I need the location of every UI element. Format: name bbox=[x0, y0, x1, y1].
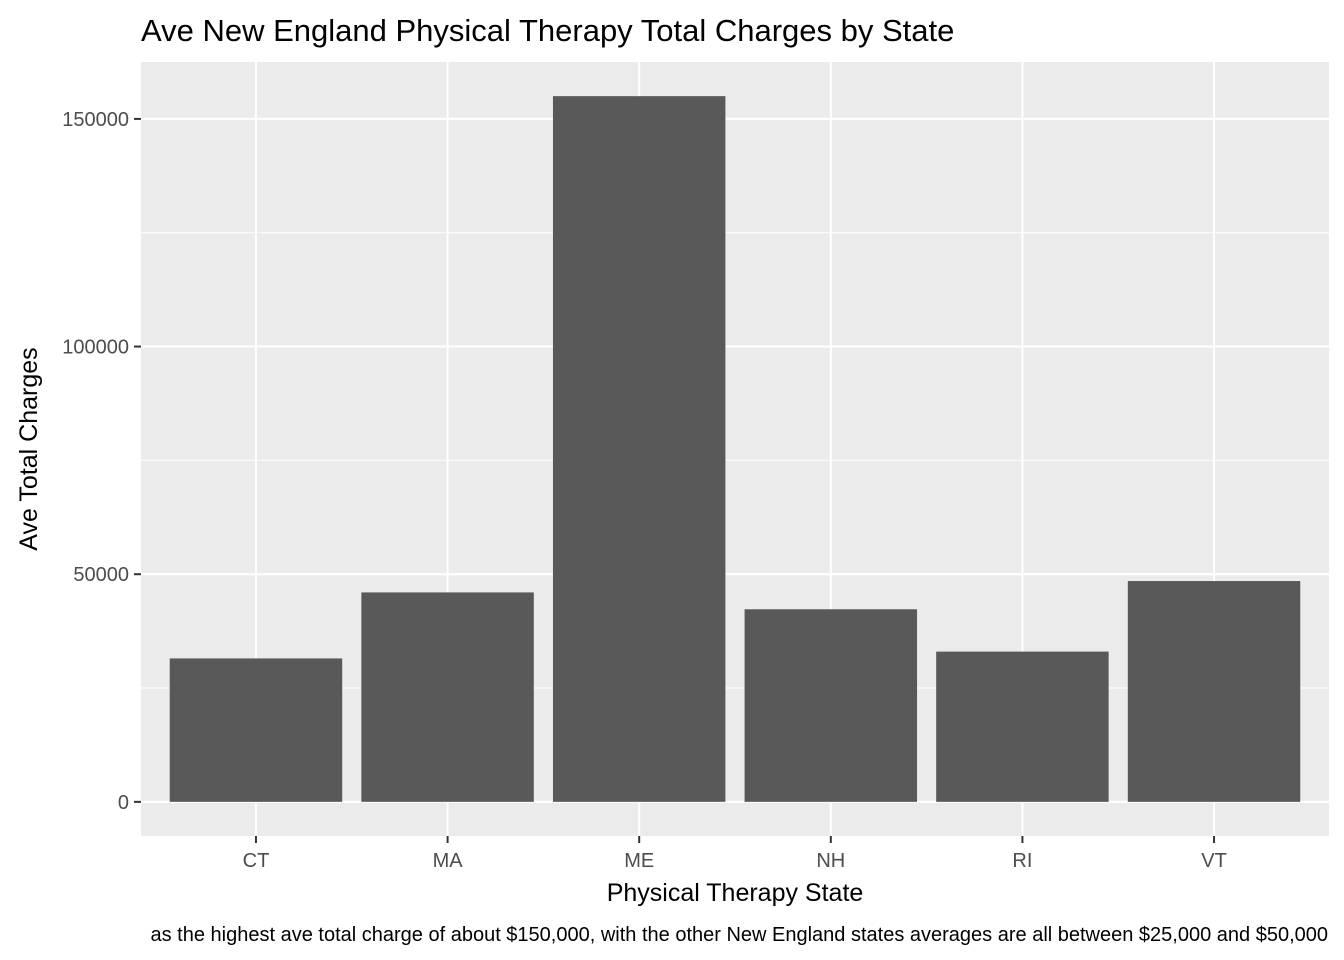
y-tick-label: 0 bbox=[118, 792, 129, 814]
bar-ri bbox=[936, 651, 1109, 802]
bar-nh bbox=[744, 609, 918, 802]
y-tick-label: 50000 bbox=[73, 564, 129, 586]
bar-ma bbox=[361, 592, 534, 802]
x-tick-label: CT bbox=[243, 850, 270, 872]
bars bbox=[169, 96, 1301, 802]
x-tick-label: RI bbox=[1012, 850, 1032, 872]
y-axis: 0 50000 100000 150000 bbox=[62, 109, 141, 814]
x-axis: CT MA ME NH RI VT bbox=[243, 836, 1227, 872]
y-tick-label: 100000 bbox=[62, 337, 129, 359]
x-tick-label: VT bbox=[1201, 850, 1227, 872]
x-tick-label: ME bbox=[624, 850, 654, 872]
y-tick-label: 150000 bbox=[62, 109, 129, 131]
x-tick-label: MA bbox=[433, 850, 464, 872]
x-tick-label: NH bbox=[816, 850, 845, 872]
y-axis-title: Ave Total Charges bbox=[15, 347, 43, 550]
bar-me bbox=[552, 96, 726, 802]
chart-caption: as the highest ave total charge of about… bbox=[151, 924, 1329, 946]
chart-title: Ave New England Physical Therapy Total C… bbox=[141, 13, 954, 48]
x-axis-title: Physical Therapy State bbox=[607, 879, 864, 907]
bar-vt bbox=[1127, 581, 1301, 802]
bar-ct bbox=[169, 658, 343, 802]
